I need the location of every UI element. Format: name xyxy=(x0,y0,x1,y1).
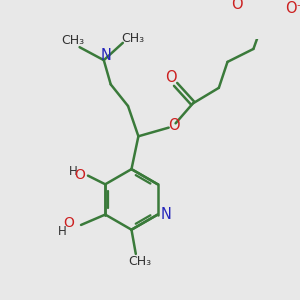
Text: O: O xyxy=(64,216,74,230)
Text: H: H xyxy=(69,165,78,178)
Text: CH₃: CH₃ xyxy=(129,255,152,268)
Text: CH₃: CH₃ xyxy=(122,32,145,45)
Text: O: O xyxy=(166,70,177,85)
Text: CH₃: CH₃ xyxy=(61,34,84,47)
Text: O: O xyxy=(75,168,86,182)
Text: O: O xyxy=(231,0,243,12)
Text: H: H xyxy=(58,225,66,239)
Text: N: N xyxy=(101,48,112,63)
Text: O⁻: O⁻ xyxy=(285,1,300,16)
Text: O: O xyxy=(168,118,180,133)
Text: N: N xyxy=(161,207,172,222)
